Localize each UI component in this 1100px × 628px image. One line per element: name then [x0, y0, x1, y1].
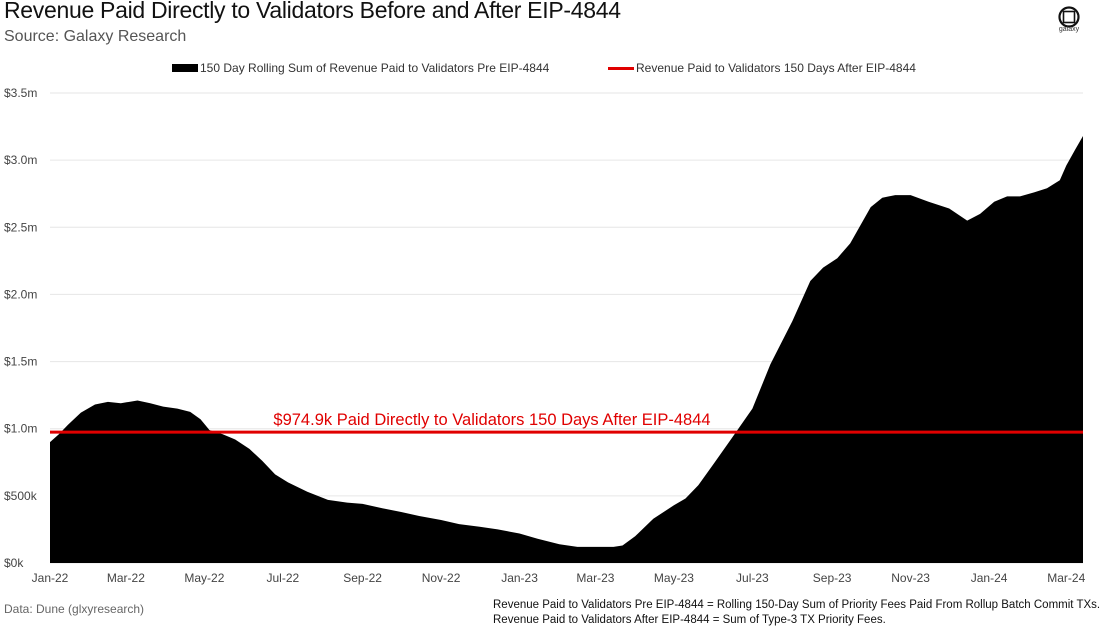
x-tick-label: Jan-24 [971, 571, 1008, 585]
x-tick-label: Nov-23 [891, 571, 930, 585]
data-source-note: Data: Dune (glxyresearch) [4, 602, 145, 616]
x-tick-label: Jan-22 [32, 571, 69, 585]
annotation-label: $974.9k Paid Directly to Validators 150 … [273, 411, 710, 429]
x-tick-label: Nov-22 [422, 571, 461, 585]
legend-label-line: Revenue Paid to Validators 150 Days Afte… [636, 61, 916, 75]
series-area-pre-eip4844 [50, 136, 1083, 563]
x-tick-label: Sep-23 [813, 571, 852, 585]
y-tick-label: $500k [4, 489, 38, 503]
legend-item-line[interactable]: Revenue Paid to Validators 150 Days Afte… [608, 61, 916, 75]
y-tick-label: $1.0m [4, 422, 37, 436]
legend-swatch-line [608, 66, 634, 70]
page-title: Revenue Paid Directly to Validators Befo… [4, 0, 621, 23]
x-tick-label: Jul-23 [736, 571, 769, 585]
y-tick-label: $3.0m [4, 153, 37, 167]
definition-post: Revenue Paid to Validators After EIP-484… [493, 614, 886, 626]
y-tick-label: $0k [4, 556, 24, 570]
x-tick-label: May-23 [654, 571, 694, 585]
x-tick-label: Mar-23 [576, 571, 614, 585]
definition-pre: Revenue Paid to Validators Pre EIP-4844 … [493, 599, 1100, 611]
x-tick-label: Jan-23 [501, 571, 538, 585]
x-tick-label: Mar-24 [1047, 571, 1085, 585]
galaxy-logo-icon [1058, 6, 1080, 28]
legend-label-area: 150 Day Rolling Sum of Revenue Paid to V… [200, 61, 550, 75]
x-tick-label: Sep-22 [343, 571, 382, 585]
legend-item-area[interactable]: 150 Day Rolling Sum of Revenue Paid to V… [172, 61, 549, 75]
area-chart: $0k $500k $1.0m $1.5m $2.0m $2.5m $3.0m $3.5m $… [4, 86, 1086, 585]
x-axis-ticks: Jan-22 Mar-22 May-22 Jul-22 Sep-22 Nov-22 Jan-… [32, 571, 1086, 585]
y-tick-label: $3.5m [4, 86, 37, 100]
x-tick-label: Jul-22 [266, 571, 299, 585]
chart-legend: 150 Day Rolling Sum of Revenue Paid to V… [0, 61, 1100, 79]
page-subtitle: Source: Galaxy Research [4, 28, 187, 45]
x-tick-label: May-22 [184, 571, 224, 585]
logo-text: galaxy [1058, 26, 1080, 33]
definitions-note: Revenue Paid to Validators Pre EIP-4844 … [493, 598, 1100, 628]
legend-swatch-area [172, 64, 198, 72]
x-tick-label: Mar-22 [107, 571, 145, 585]
y-tick-label: $2.5m [4, 220, 37, 234]
y-tick-label: $1.5m [4, 355, 37, 369]
y-axis-ticks: $0k $500k $1.0m $1.5m $2.0m $2.5m $3.0m $3.5m [4, 86, 38, 570]
y-tick-label: $2.0m [4, 287, 37, 301]
